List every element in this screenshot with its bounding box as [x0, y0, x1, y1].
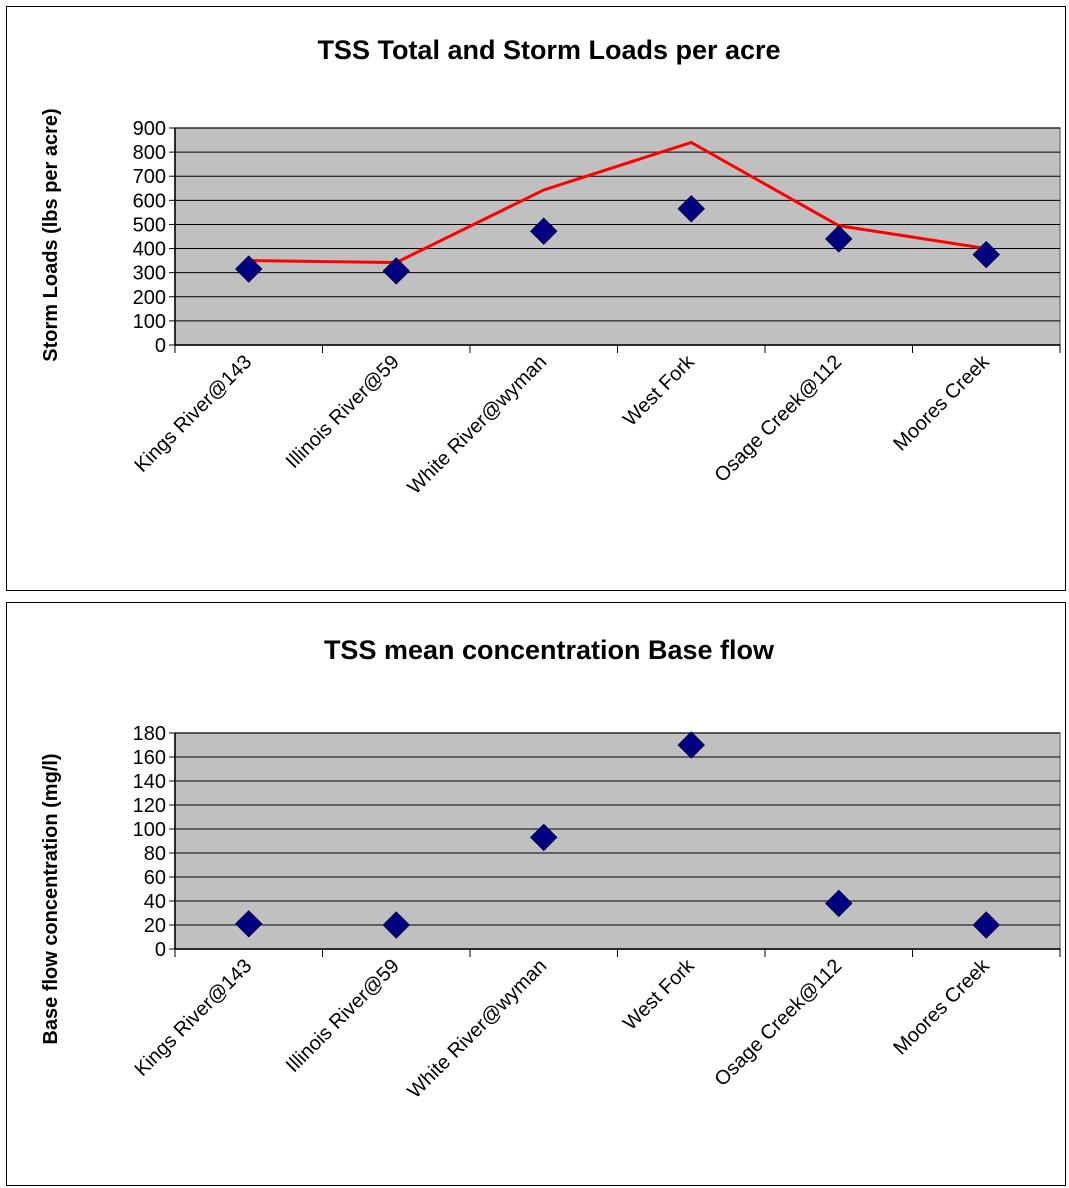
x-tick-label: West Fork	[619, 350, 699, 430]
y-tick-label: 40	[144, 891, 166, 913]
data-point-marker	[382, 257, 410, 285]
y-tick-label: 180	[133, 723, 166, 745]
chart-panel-storm-loads: TSS Total and Storm Loads per acre Storm…	[6, 6, 1066, 591]
data-point-marker	[972, 911, 1000, 939]
chart-panel-base-flow: TSS mean concentration Base flow Base fl…	[6, 602, 1066, 1186]
data-point-marker	[825, 889, 853, 918]
x-tick-label: Moores Creek	[889, 350, 994, 455]
plot-area	[174, 127, 1061, 346]
x-tick-label: Kings River@143	[130, 351, 256, 477]
data-point-marker	[382, 911, 410, 939]
y-tick-label: 800	[133, 142, 166, 164]
x-tick-label: Osage Creek@112	[710, 955, 846, 1091]
x-tick-label: Moores Creek	[889, 954, 994, 1059]
data-point-marker	[677, 731, 705, 759]
data-point-marker	[530, 823, 558, 852]
y-tick-label: 500	[133, 214, 166, 236]
y-axis-label: Storm Loads (lbs per acre)	[40, 108, 62, 361]
y-tick-label: 300	[133, 263, 166, 285]
y-tick-label: 600	[133, 190, 166, 212]
data-point-marker	[235, 910, 263, 938]
chart-title: TSS Total and Storm Loads per acre	[317, 35, 780, 65]
storm-loads-chart: TSS Total and Storm Loads per acre Storm…	[40, 35, 1061, 499]
y-tick-label: 120	[133, 795, 166, 817]
x-tick-label: Osage Creek@112	[710, 351, 846, 487]
data-point-marker	[235, 255, 263, 283]
base-flow-chart: TSS mean concentration Base flow Base fl…	[40, 635, 1061, 1103]
y-tick-label: 100	[133, 819, 166, 841]
y-tick-label: 700	[133, 166, 166, 188]
y-tick-label: 140	[133, 771, 166, 793]
y-tick-label: 0	[155, 939, 166, 961]
x-tick-label: White River@wyman	[403, 351, 551, 499]
y-tick-label: 0	[155, 335, 166, 357]
x-tick-label: White River@wyman	[403, 955, 551, 1103]
chart-title: TSS mean concentration Base flow	[324, 635, 775, 665]
x-tick-label: Illinois River@59	[282, 351, 404, 473]
y-axis-label: Base flow concentration (mg/l)	[40, 753, 62, 1044]
data-point-marker	[972, 240, 1000, 269]
y-tick-label: 60	[144, 867, 166, 889]
plot-area	[174, 732, 1061, 950]
series-line	[248, 140, 987, 265]
x-tick-label: Illinois River@59	[282, 955, 404, 1077]
y-tick-label: 200	[133, 287, 166, 309]
x-tick-label: West Fork	[619, 954, 699, 1034]
data-point-marker	[530, 217, 558, 245]
data-point-marker	[677, 195, 705, 223]
y-tick-label: 80	[144, 843, 166, 865]
data-point-marker	[825, 225, 853, 253]
y-tick-label: 20	[144, 915, 166, 937]
y-tick-label: 160	[133, 747, 166, 769]
x-tick-label: Kings River@143	[130, 955, 256, 1081]
y-tick-label: 100	[133, 311, 166, 333]
y-tick-label: 400	[133, 239, 166, 261]
y-tick-label: 900	[133, 118, 166, 140]
